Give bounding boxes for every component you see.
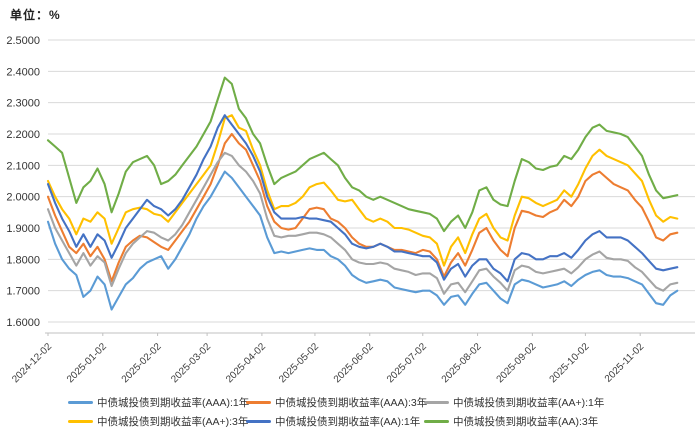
legend-item-3: 中债城投债到期收益率(AA+):3年	[68, 413, 249, 429]
legend-line-swatch	[246, 400, 271, 404]
x-axis-tick-label: 2025-10-02	[548, 341, 592, 385]
x-axis-tick-label: 2025-08-02	[440, 341, 484, 385]
legend-line-swatch	[246, 419, 271, 423]
legend: 中债城投债到期收益率(AAA):1年 中债城投债到期收益率(AAA):3年 中债城投…	[0, 394, 700, 429]
x-axis-tick-label: 2025-07-02	[385, 341, 429, 385]
x-axis-tick-label: 2025-03-02	[169, 341, 213, 385]
series-line-2	[46, 151, 679, 295]
x-axis-tick-label: 2025-09-02	[495, 341, 539, 385]
y-axis-tick-label: 2.4000	[6, 66, 40, 78]
y-axis-tick-label: 1.6000	[6, 317, 40, 329]
legend-label: 中债城投债到期收益率(AAA):1年	[97, 396, 250, 409]
x-axis-tick-label: 2025-06-02	[332, 341, 376, 385]
x-axis-tick-label: 2025-02-02	[120, 341, 164, 385]
series-line-1	[46, 132, 679, 283]
x-axis-tick-label: 2025-01-02	[65, 341, 109, 385]
y-axis-tick-label: 2.5000	[6, 35, 40, 47]
y-axis-tick-label: 1.8000	[6, 254, 40, 266]
x-axis-tick-label: 2025-05-02	[277, 341, 321, 385]
legend-line-swatch	[424, 400, 449, 404]
series-line-5	[46, 76, 679, 233]
line-chart: 2.5000 2.4000 2.3000 2.2000 2.1000 2.0000 1.90…	[6, 35, 695, 385]
legend-item-4: 中债城投债到期收益率(AA):1年	[246, 413, 424, 429]
legend-item-2: 中债城投债到期收益率(AA+):1年	[424, 394, 605, 410]
legend-label: 中债城投债到期收益率(AAA):3年	[275, 396, 428, 409]
y-axis-tick-label: 1.9000	[6, 223, 40, 235]
series-line-4	[46, 114, 679, 283]
legend-item-5: 中债城投债到期收益率(AA):3年	[424, 413, 602, 429]
legend-line-swatch	[424, 419, 449, 423]
series-line-3	[46, 114, 679, 267]
y-axis-tick-label: 1.7000	[6, 286, 40, 298]
unit-label: 单位：%	[10, 8, 61, 22]
series-line-0	[46, 170, 679, 311]
y-axis-tick-label: 2.3000	[6, 98, 40, 110]
x-axis-tick-label: 2024-12-02	[10, 341, 54, 385]
y-axis-tick-label: 2.2000	[6, 129, 40, 141]
x-axis-tick-label: 2025-04-02	[224, 341, 268, 385]
legend-label: 中债城投债到期收益率(AA):3年	[453, 415, 599, 428]
y-axis-tick-label: 2.0000	[6, 192, 40, 204]
legend-label: 中债城投债到期收益率(AA+):3年	[97, 415, 249, 428]
legend-line-swatch	[68, 419, 93, 423]
legend-label: 中债城投债到期收益率(AA+):1年	[453, 396, 605, 409]
legend-item-0: 中债城投债到期收益率(AAA):1年	[68, 394, 250, 410]
legend-line-swatch	[68, 400, 93, 404]
legend-item-1: 中债城投债到期收益率(AAA):3年	[246, 394, 428, 410]
legend-label: 中债城投债到期收益率(AA):1年	[275, 415, 421, 428]
x-axis-tick-label: 2025-11-02	[603, 341, 647, 385]
y-axis-tick-label: 2.1000	[6, 160, 40, 172]
